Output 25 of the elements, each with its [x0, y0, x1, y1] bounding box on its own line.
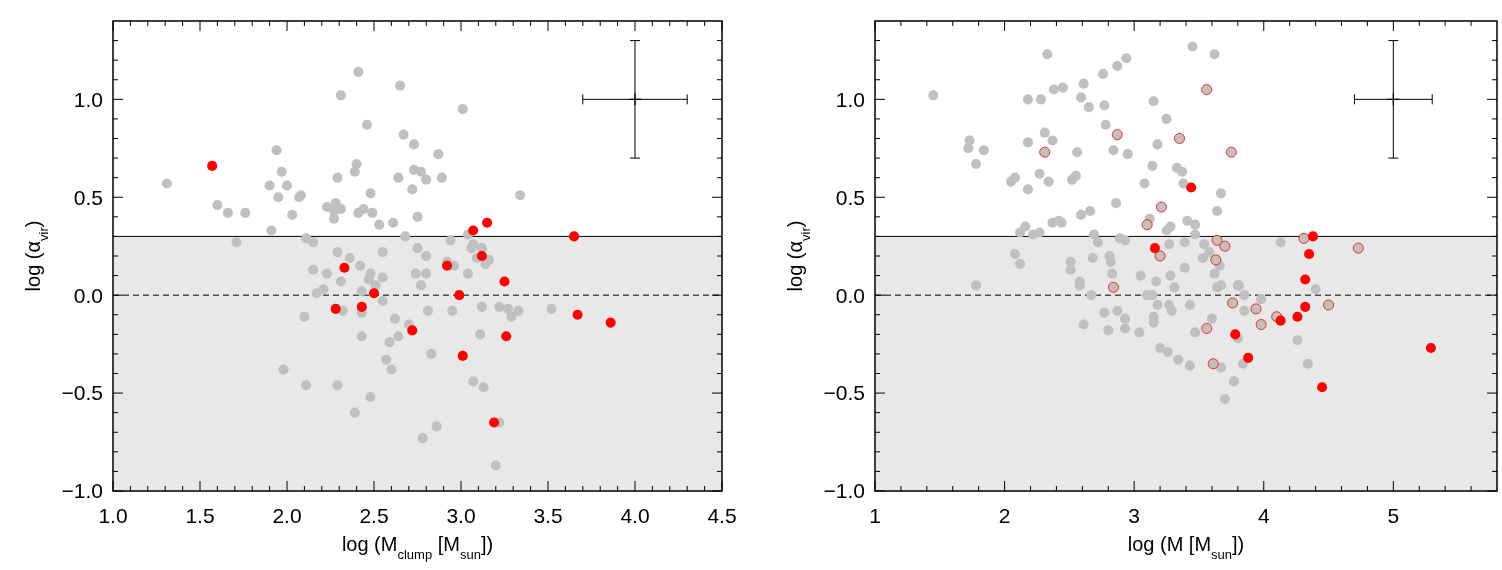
y-tick-label: 0.0 [835, 283, 865, 307]
y-tick-label: 0.5 [835, 185, 865, 209]
x-tick-label: 5 [1387, 504, 1400, 527]
x-axis-title: log (M [M$_{sun}$]) [1127, 533, 1245, 562]
x-tick-label: 1 [869, 504, 881, 527]
x-tick-label: 4 [1257, 504, 1270, 527]
y-tick-label: −1.0 [823, 479, 865, 503]
x-tick-label: 4.5 [707, 504, 737, 527]
x-tick-label: 2.5 [359, 504, 389, 527]
y-tick-label: −0.5 [823, 381, 865, 405]
x-tick-label: 1.0 [98, 504, 128, 527]
x-tick-label: 2.0 [272, 504, 302, 527]
y-tick-label: 0.0 [73, 283, 103, 307]
y-tick-label: −0.5 [61, 381, 103, 405]
x-tick-label: 2 [998, 504, 1011, 527]
x-tick-label: 1.5 [185, 504, 215, 527]
x-axis-title: log (M$_{clump}$ [M$_{sun}$]) [341, 533, 494, 562]
x-tick-label: 3 [1128, 504, 1141, 527]
y-tick-label: 1.0 [835, 87, 865, 111]
x-tick-label: 4.0 [620, 504, 650, 527]
y-tick-label: 1.0 [73, 87, 103, 111]
x-tick-label: 3.5 [533, 504, 563, 527]
y-tick-label: −1.0 [61, 479, 103, 503]
y-tick-label: 0.5 [73, 185, 103, 209]
x-tick-label: 3.0 [446, 504, 476, 527]
